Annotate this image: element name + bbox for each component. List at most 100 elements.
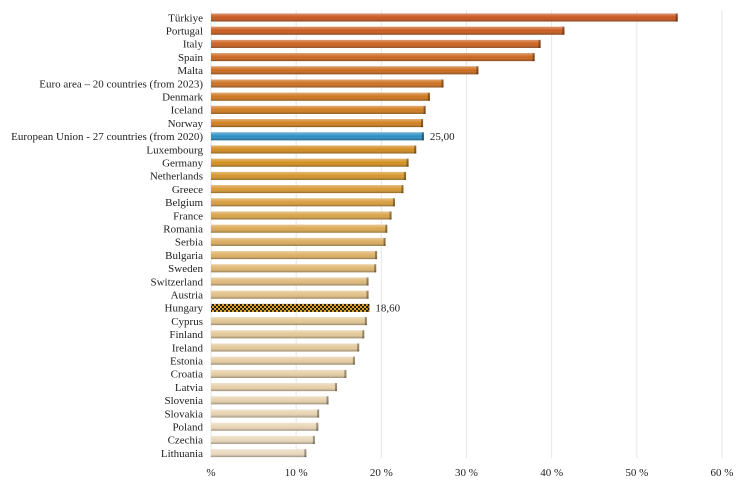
bar-shading — [211, 369, 347, 378]
bar-end — [421, 132, 424, 141]
bar-end — [383, 237, 386, 246]
category-label: Romania — [163, 224, 203, 236]
x-tick-label: 20 % — [370, 467, 393, 479]
bar-end — [357, 343, 360, 352]
bar-end — [375, 251, 378, 260]
bar-shading — [211, 409, 320, 418]
category-label: Sweden — [168, 263, 203, 275]
bar-shading — [211, 26, 565, 35]
bar-end — [317, 409, 320, 418]
x-tick-label: 40 % — [540, 467, 563, 479]
bar-end — [366, 277, 369, 286]
bar-end — [367, 303, 370, 312]
data-label: 18,60 — [375, 303, 400, 315]
bar-end — [304, 449, 307, 458]
category-label: Poland — [172, 422, 203, 434]
category-label: Italy — [183, 39, 204, 51]
bar-shading — [211, 105, 426, 114]
category-label: European Union - 27 countries (from 2020… — [11, 131, 203, 143]
bar-end — [675, 13, 678, 22]
bar-end — [389, 211, 392, 220]
bar-shading — [211, 158, 409, 167]
category-label: Belgium — [165, 197, 203, 209]
bar-end — [562, 26, 565, 35]
bar-end — [326, 396, 329, 405]
x-tick-label: % — [206, 467, 215, 479]
bar-end — [414, 145, 417, 154]
bar-shading — [211, 171, 407, 180]
bar-end — [335, 383, 338, 392]
category-label: Ireland — [172, 342, 204, 354]
bar-shading — [211, 435, 315, 444]
bar-shading — [211, 198, 395, 207]
category-label: Finland — [169, 329, 203, 341]
bar-shading — [211, 39, 541, 48]
bar-end — [352, 356, 355, 365]
bar-end — [316, 422, 319, 431]
bar — [211, 303, 370, 312]
bar-end — [406, 158, 409, 167]
category-label: Denmark — [162, 92, 203, 104]
category-label: Portugal — [166, 26, 203, 38]
bar-end — [374, 264, 377, 273]
bar-end — [476, 66, 479, 75]
category-label: Bulgaria — [165, 250, 203, 262]
bar-shading — [211, 396, 329, 405]
category-label: Latvia — [175, 382, 203, 394]
category-label: Malta — [177, 65, 203, 77]
bar-shading — [211, 422, 319, 431]
category-label: Austria — [171, 290, 204, 302]
category-label: Switzerland — [150, 276, 203, 288]
bar-shading — [211, 119, 424, 128]
category-label: Slovakia — [165, 408, 204, 420]
bar-end — [385, 224, 388, 233]
category-label: Croatia — [171, 369, 203, 381]
x-tick-label: 60 % — [711, 467, 734, 479]
x-tick-label: 10 % — [285, 467, 308, 479]
data-label: 25,00 — [430, 131, 455, 143]
category-label: Czechia — [168, 435, 204, 447]
bar-shading — [211, 343, 360, 352]
bar-end — [364, 317, 367, 326]
bar-shading — [211, 251, 378, 260]
category-label: Hungary — [165, 303, 204, 315]
bar-shading — [211, 66, 479, 75]
bar-shading — [211, 92, 430, 101]
category-label: Türkiye — [168, 12, 203, 24]
category-label: Cyprus — [171, 316, 203, 328]
category-label: France — [173, 210, 203, 222]
bar-shading — [211, 330, 365, 339]
bar-shading — [211, 13, 678, 22]
bar-end — [404, 171, 407, 180]
bar-end — [532, 53, 535, 62]
bar-shading — [211, 53, 535, 62]
category-label: Iceland — [171, 105, 204, 117]
bar-end — [312, 435, 315, 444]
category-label: Estonia — [170, 356, 203, 368]
bar-shading — [211, 237, 386, 246]
bar-end — [423, 105, 426, 114]
bar-shading — [211, 264, 377, 273]
x-tick-label: 30 % — [455, 467, 478, 479]
category-label: Netherlands — [150, 171, 203, 183]
x-tick-label: 50 % — [625, 467, 648, 479]
bar-shading — [211, 132, 424, 141]
bar-end — [344, 369, 347, 378]
bar-end — [366, 290, 369, 299]
bar-end — [401, 185, 404, 194]
bar-shading — [211, 277, 369, 286]
category-label: Serbia — [175, 237, 203, 249]
category-label: Norway — [168, 118, 204, 130]
bar-end — [392, 198, 395, 207]
bar-shading — [211, 317, 367, 326]
bar-shading — [211, 185, 404, 194]
bar-shading — [211, 356, 355, 365]
bar-shading — [211, 383, 338, 392]
category-label: Euro area – 20 countries (from 2023) — [39, 78, 203, 90]
category-label: Germany — [162, 158, 203, 170]
category-label: Luxembourg — [146, 144, 203, 156]
bar-end — [538, 39, 541, 48]
category-label: Slovenia — [165, 395, 204, 407]
bar-end — [427, 92, 430, 101]
